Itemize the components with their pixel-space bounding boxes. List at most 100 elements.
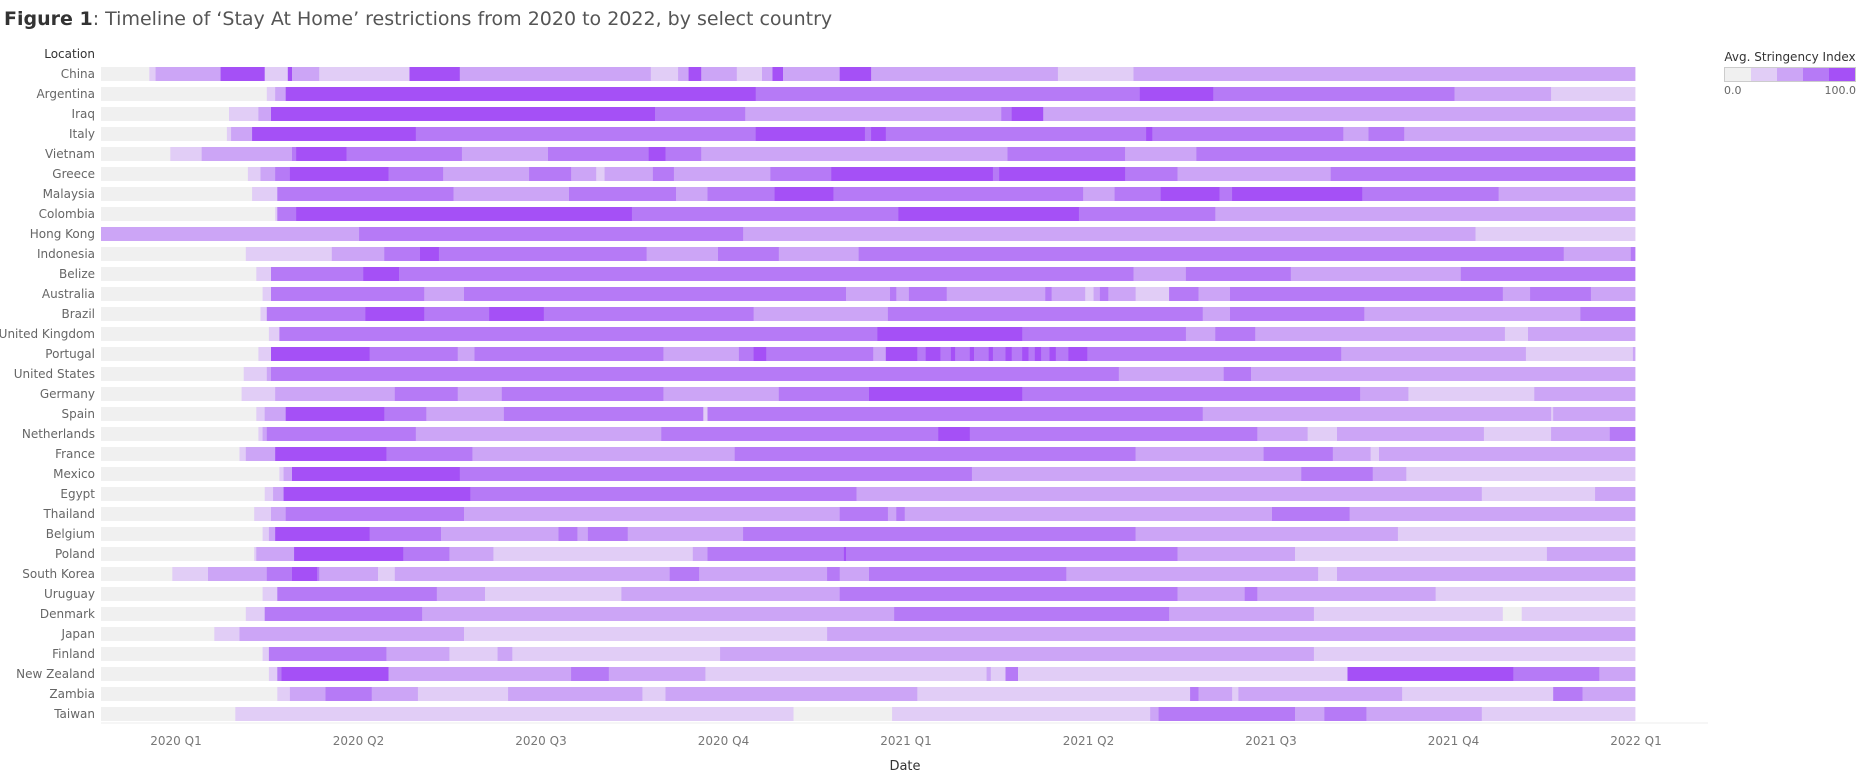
timeline-segment — [1232, 187, 1363, 201]
timeline-segment — [869, 387, 1023, 401]
row-finland: Finland — [52, 647, 1636, 661]
timeline-segment — [1169, 607, 1315, 621]
timeline-segment — [512, 647, 721, 661]
timeline-segment — [738, 347, 754, 361]
timeline-segment — [887, 507, 897, 521]
timeline-segment — [1513, 667, 1600, 681]
timeline-segment — [424, 287, 465, 301]
timeline-segment — [1011, 107, 1044, 121]
timeline-segment — [646, 247, 719, 261]
timeline-segment — [955, 347, 971, 361]
timeline-segment — [1093, 287, 1101, 301]
timeline-segment — [271, 507, 287, 521]
timeline-segment — [1230, 307, 1365, 321]
timeline-segment — [436, 587, 486, 601]
timeline-segment — [101, 407, 257, 421]
timeline-segment — [986, 667, 992, 681]
timeline-segment — [1087, 347, 1342, 361]
timeline-segment — [925, 347, 941, 361]
timeline-segment — [648, 147, 666, 161]
timeline-segment — [489, 307, 545, 321]
timeline-segment — [292, 567, 318, 581]
timeline-segment — [101, 467, 280, 481]
timeline-segment — [365, 307, 425, 321]
timeline-segment — [260, 307, 268, 321]
timeline-segment — [394, 567, 671, 581]
timeline-segment — [1330, 167, 1636, 181]
timeline-segment — [285, 507, 465, 521]
timeline-segment — [571, 167, 597, 181]
timeline-segment — [1152, 127, 1344, 141]
timeline-segment — [1230, 287, 1504, 301]
timeline-segment — [1595, 487, 1636, 501]
timeline-segment — [558, 527, 578, 541]
timeline-segment — [493, 547, 694, 561]
legend: Avg. Stringency Index 0.0 100.0 — [1724, 50, 1856, 97]
timeline-segment — [621, 587, 840, 601]
timeline-segment — [753, 307, 889, 321]
timeline-segment — [1133, 67, 1636, 81]
timeline-segment — [256, 547, 295, 561]
timeline-segment — [877, 327, 1023, 341]
timeline-segment — [266, 567, 293, 581]
timeline-segment — [1360, 387, 1409, 401]
timeline-segment — [279, 327, 878, 341]
timeline-segment — [1498, 187, 1636, 201]
timeline-segment — [443, 167, 530, 181]
location-label: Australia — [42, 287, 95, 301]
timeline-segment — [101, 147, 171, 161]
timeline-segment — [892, 707, 1151, 721]
timeline-segment — [1177, 547, 1296, 561]
timeline-segment — [1504, 327, 1529, 341]
timeline-segment — [369, 527, 442, 541]
timeline-segment — [1475, 227, 1636, 241]
timeline-segment — [1108, 287, 1136, 301]
timeline-segment — [1481, 487, 1596, 501]
timeline-segment — [245, 607, 266, 621]
timeline-segment — [587, 527, 629, 541]
row-south-korea: South Korea — [22, 567, 1636, 581]
timeline-segment — [258, 107, 272, 121]
timeline-segment — [1022, 387, 1361, 401]
timeline-segment — [369, 347, 459, 361]
timeline-segment — [703, 407, 708, 421]
location-label: Poland — [55, 547, 95, 561]
timeline-segment — [1337, 567, 1636, 581]
location-label: Hong Kong — [30, 227, 95, 241]
timeline-segment — [1609, 427, 1636, 441]
timeline-segment — [474, 347, 664, 361]
x-axis: 2020 Q1 2020 Q2 2020 Q3 2020 Q4 2021 Q1 2021 … — [101, 722, 1708, 748]
timeline-segment — [1238, 687, 1403, 701]
timeline-segment — [661, 427, 939, 441]
timeline-segment — [827, 567, 841, 581]
row-argentina: Argentina — [36, 87, 1636, 101]
timeline-segment — [101, 247, 247, 261]
timeline-segment — [283, 487, 471, 501]
timeline-segment — [262, 287, 272, 301]
timeline-segment — [426, 407, 505, 421]
timeline-segment — [896, 507, 906, 521]
timeline-segment — [101, 387, 242, 401]
timeline-segment — [1083, 187, 1115, 201]
timeline-segment — [1169, 287, 1199, 301]
timeline-segment — [707, 187, 776, 201]
timeline-segment — [1590, 287, 1636, 301]
timeline-segment — [946, 287, 1046, 301]
timeline-segment — [258, 347, 272, 361]
timeline-segment — [1118, 367, 1225, 381]
x-tick-label: 2020 Q4 — [698, 734, 749, 748]
timeline-segment — [1580, 307, 1636, 321]
timeline-segment — [707, 547, 845, 561]
timeline-segment — [1114, 187, 1162, 201]
timeline-segment — [1370, 447, 1380, 461]
timeline-segment — [485, 587, 622, 601]
timeline-segment — [1435, 587, 1636, 601]
x-axis-title: Date — [889, 759, 920, 774]
timeline-segment — [887, 307, 1204, 321]
timeline-segment — [988, 347, 994, 361]
timeline-segment — [734, 447, 1136, 461]
timeline-segment — [663, 347, 740, 361]
timeline-segment — [101, 187, 253, 201]
timeline-segment — [1263, 447, 1334, 461]
timeline-segment — [363, 267, 400, 281]
